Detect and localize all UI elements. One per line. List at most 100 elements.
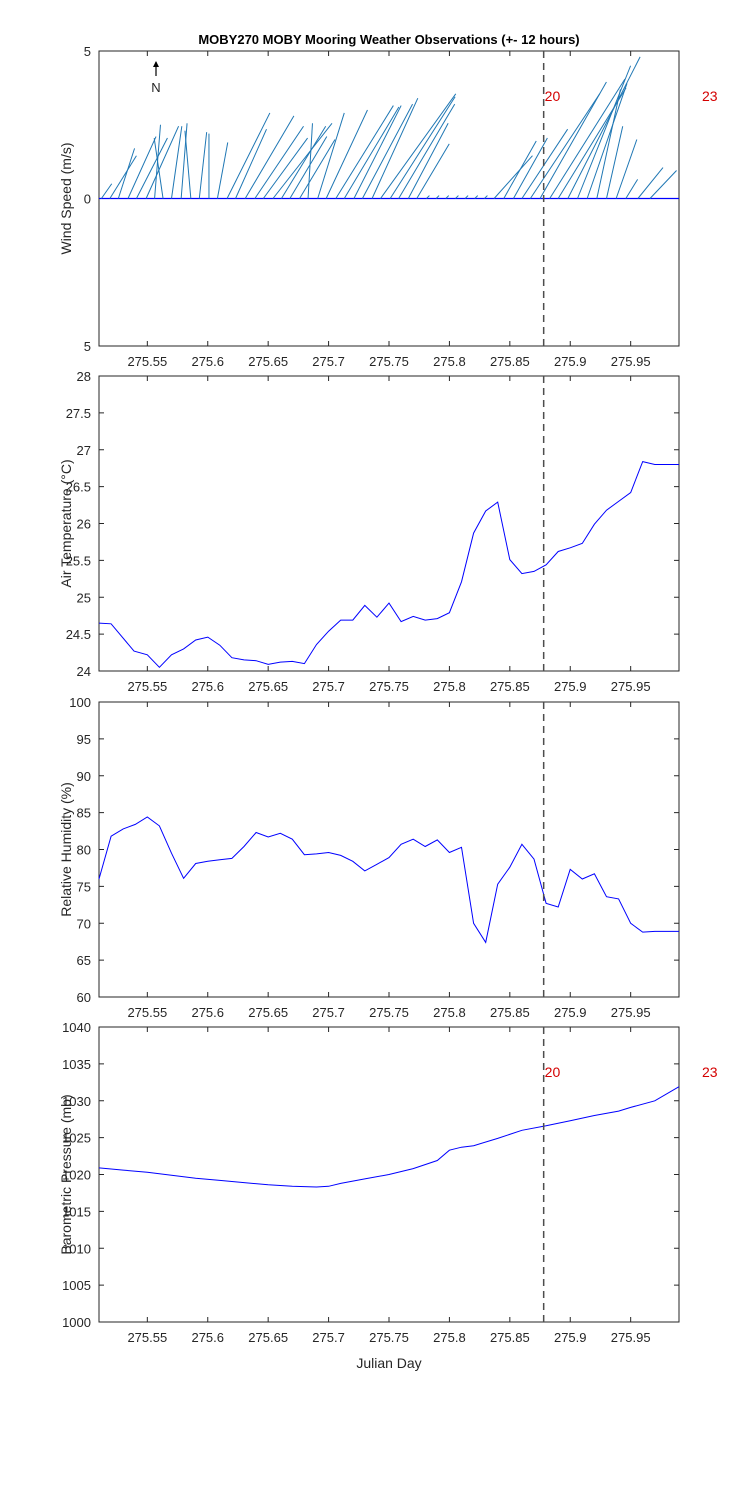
plot-frame xyxy=(98,701,680,998)
annotation-label: 23 xyxy=(702,1064,718,1080)
y-tick-label: 25.5 xyxy=(66,553,91,568)
wind-stick xyxy=(567,56,641,199)
wind-stick xyxy=(145,126,180,199)
x-tick-label: 275.75 xyxy=(369,679,409,694)
wind-stick xyxy=(180,123,188,199)
panel-air_temperature: 24 24.5 25 25.5 26 26.5 27 27.5 28 275.55 275.6 275… xyxy=(58,369,680,694)
north-label: N xyxy=(151,80,160,95)
y-tick-label: 26 xyxy=(77,517,91,532)
wind-stick xyxy=(577,65,632,199)
x-tick-label: 275.6 xyxy=(191,679,224,694)
annotation-label: 23 xyxy=(702,88,718,104)
wind-stick xyxy=(226,112,271,199)
y-tick-label: 1010 xyxy=(62,1241,91,1256)
series-line-barometric_pressure xyxy=(98,1086,680,1188)
wind-stick xyxy=(136,137,168,199)
wind-stick xyxy=(216,142,229,199)
x-tick-label: 275.9 xyxy=(554,1005,587,1020)
wind-stick xyxy=(307,123,313,199)
wind-stick xyxy=(299,139,336,199)
wind-stick xyxy=(416,143,450,199)
x-tick-label: 275.65 xyxy=(248,1005,288,1020)
wind-stick xyxy=(153,137,164,199)
wind-stick xyxy=(262,137,308,199)
wind-stick xyxy=(426,195,430,199)
wind-stick xyxy=(637,167,664,199)
x-tick-label: 275.65 xyxy=(248,354,288,369)
x-tick-label: 275.6 xyxy=(191,1005,224,1020)
wind-stick xyxy=(371,97,419,199)
wind-stick xyxy=(549,78,626,199)
wind-stick xyxy=(171,126,183,199)
x-tick-label: 275.9 xyxy=(554,679,587,694)
panel-relative_humidity: 60 65 70 75 80 85 90 95 100 275.55 275.6 275.65 275.… xyxy=(58,695,680,1020)
y-tick-label: 90 xyxy=(77,769,91,784)
y-tick-label: 24 xyxy=(77,664,91,679)
y-tick-label: 25 xyxy=(77,590,91,605)
wind-stick xyxy=(380,93,457,199)
y-tick-label: 27 xyxy=(77,443,91,458)
x-tick-label: 275.55 xyxy=(127,354,167,369)
wind-stick xyxy=(254,125,304,199)
wind-stick xyxy=(474,195,479,199)
y-axis-title: Barometric Pressure (mb) xyxy=(58,1094,74,1254)
x-tick-label: 275.75 xyxy=(369,1330,409,1345)
wind-stick xyxy=(596,89,621,199)
x-tick-label: 275.85 xyxy=(490,354,530,369)
wind-stick xyxy=(503,140,537,199)
y-tick-label: 28 xyxy=(77,369,91,384)
wind-stick xyxy=(235,128,267,199)
wind-stick xyxy=(281,125,327,199)
north-arrow-icon xyxy=(153,61,159,67)
y-tick-label: 1015 xyxy=(62,1204,91,1219)
wind-stick xyxy=(521,128,569,199)
x-tick-label: 275.75 xyxy=(369,354,409,369)
y-tick-label: 80 xyxy=(77,843,91,858)
x-tick-label: 275.9 xyxy=(554,1330,587,1345)
wind-stick xyxy=(325,109,368,199)
x-tick-label: 275.7 xyxy=(312,679,345,694)
x-tick-label: 275.95 xyxy=(611,1005,651,1020)
wind-stick xyxy=(484,195,488,199)
y-tick-label: 5 xyxy=(84,44,91,59)
y-tick-label: 24.5 xyxy=(66,627,91,642)
panel-wind: 5 0 5 275.55 275.6 275.65 275.7 275.75 275.8 275.… xyxy=(58,44,718,369)
wind-stick xyxy=(127,136,157,199)
wind-stick xyxy=(272,122,333,199)
panel-barometric_pressure: 1000 1005 1010 1015 1020 1025 1030 1035 1040 275.… xyxy=(58,1020,718,1345)
wind-stick xyxy=(117,148,136,199)
x-tick-label: 275.65 xyxy=(248,679,288,694)
x-tick-label: 275.55 xyxy=(127,679,167,694)
x-tick-label: 275.8 xyxy=(433,1005,466,1020)
x-tick-label: 275.55 xyxy=(127,1330,167,1345)
chart-title: MOBY270 MOBY Mooring Weather Observation… xyxy=(198,32,579,47)
annotation-label: 20 xyxy=(545,1064,561,1080)
x-tick-label: 275.85 xyxy=(490,1005,530,1020)
x-tick-label: 275.55 xyxy=(127,1005,167,1020)
x-tick-label: 275.8 xyxy=(433,1330,466,1345)
wind-stick xyxy=(398,103,456,199)
x-tick-label: 275.75 xyxy=(369,1005,409,1020)
wind-stick xyxy=(389,96,456,199)
y-tick-label: 60 xyxy=(77,990,91,1005)
x-tick-label: 275.9 xyxy=(554,354,587,369)
wind-stick xyxy=(493,155,533,199)
x-axis-title: Julian Day xyxy=(356,1355,421,1371)
wind-stick xyxy=(184,130,192,199)
wind-stick xyxy=(361,103,414,199)
y-tick-label: 26.5 xyxy=(66,480,91,495)
wind-stick xyxy=(353,105,402,199)
x-tick-label: 275.85 xyxy=(490,1330,530,1345)
y-tick-label: 65 xyxy=(77,953,91,968)
wind-stick xyxy=(198,132,208,199)
wind-stick xyxy=(317,112,345,199)
wind-stick xyxy=(445,195,450,199)
x-tick-label: 275.8 xyxy=(433,354,466,369)
plot-frame xyxy=(98,375,680,672)
y-tick-label: 100 xyxy=(69,695,91,710)
x-tick-label: 275.95 xyxy=(611,1330,651,1345)
wind-stick xyxy=(435,195,440,199)
y-tick-label: 70 xyxy=(77,916,91,931)
wind-stick xyxy=(625,179,639,199)
